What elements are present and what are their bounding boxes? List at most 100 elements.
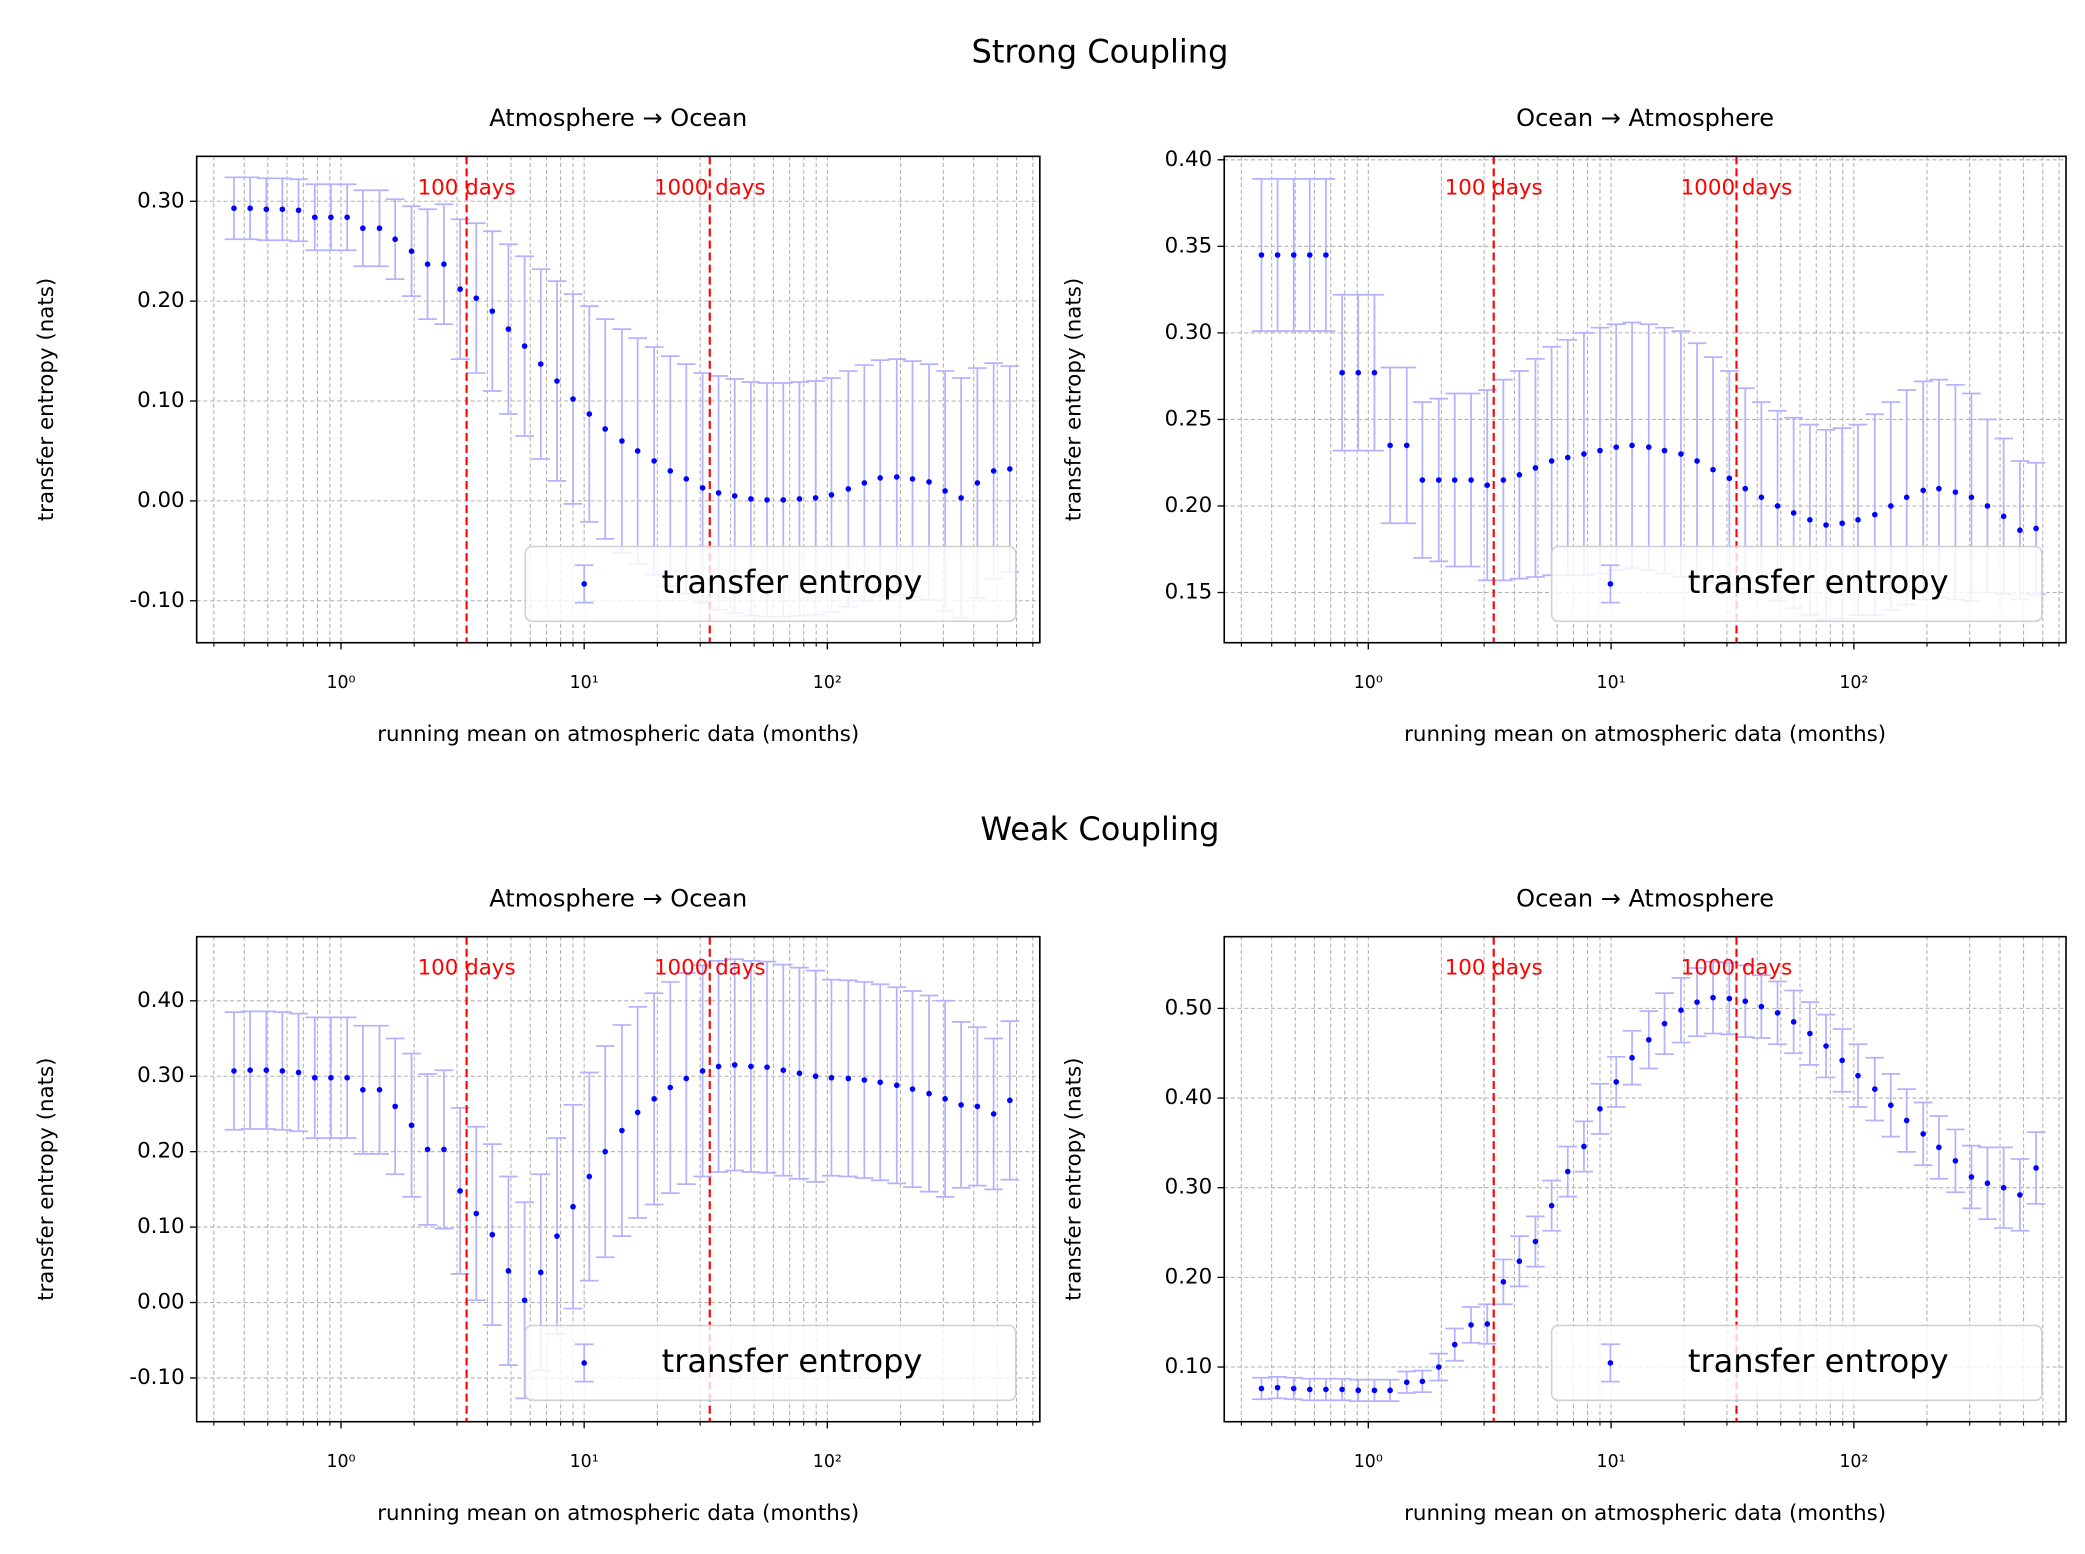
data-point xyxy=(554,1233,560,1239)
data-point xyxy=(764,1064,770,1070)
reference-label: 100 days xyxy=(1445,956,1543,981)
data-point xyxy=(1839,1057,1845,1064)
data-point xyxy=(602,1148,608,1155)
y-tick-label: 0.40 xyxy=(1165,147,1213,172)
data-point xyxy=(1694,458,1700,464)
legend-marker xyxy=(581,581,587,587)
data-point xyxy=(1564,1168,1571,1175)
data-point xyxy=(295,207,302,214)
data-point xyxy=(408,1122,415,1129)
legend-box xyxy=(524,1324,1017,1402)
data-point xyxy=(1581,451,1587,457)
data-point xyxy=(1290,252,1297,258)
data-point xyxy=(1500,477,1507,483)
legend-label: transfer entropy xyxy=(662,1342,923,1380)
data-point xyxy=(1936,1144,1942,1151)
data-point xyxy=(231,1068,237,1074)
data-point xyxy=(780,1067,787,1073)
data-point xyxy=(1339,369,1345,376)
x-tick-label: 10⁰ xyxy=(1354,1452,1383,1472)
data-point xyxy=(1548,458,1555,464)
data-point xyxy=(408,248,415,255)
data-point xyxy=(1007,1097,1013,1104)
data-point xyxy=(845,1075,852,1082)
data-point xyxy=(699,485,706,491)
data-point xyxy=(1532,465,1539,471)
y-tick-label: -0.10 xyxy=(129,588,184,613)
data-point xyxy=(360,225,366,232)
y-tick-label: 0.30 xyxy=(1165,1175,1213,1200)
x-tick-label: 10¹ xyxy=(570,673,599,693)
axes: 10⁰ 10¹ 10² -0.10 0.00 0.10 0.20 0.30 0.40 100 da… xyxy=(34,884,1041,1526)
data-point xyxy=(424,261,431,268)
y-tick-label: 0.15 xyxy=(1165,580,1213,605)
data-point xyxy=(1742,998,1749,1005)
data-point xyxy=(1823,1043,1829,1049)
plot-area xyxy=(224,958,1020,1400)
legend-label: transfer entropy xyxy=(1688,563,1949,601)
data-point xyxy=(828,1074,835,1081)
data-point xyxy=(1790,1019,1797,1025)
data-point xyxy=(942,488,948,494)
data-point xyxy=(942,1096,948,1102)
data-point xyxy=(1903,1117,1910,1124)
data-point xyxy=(1661,447,1668,454)
data-point xyxy=(1807,517,1813,523)
data-point xyxy=(1872,1086,1878,1092)
data-point xyxy=(731,493,738,499)
axes: 10⁰ 10¹ 10² 0.15 0.20 0.25 0.30 0.35 0.40 100 day… xyxy=(1062,104,2067,747)
legend-box xyxy=(1550,545,2043,623)
x-tick-label: 10¹ xyxy=(1597,673,1626,693)
y-tick-label: 0.35 xyxy=(1165,233,1213,258)
axes-title: Atmosphere → Ocean xyxy=(489,884,747,912)
y-tick-label: 0.00 xyxy=(137,1290,185,1315)
data-point xyxy=(1597,1106,1603,1112)
y-tick-label: 0.30 xyxy=(1165,320,1213,345)
data-point xyxy=(263,206,270,213)
data-point xyxy=(2000,1184,2007,1191)
x-tick-label: 10¹ xyxy=(570,1452,599,1472)
data-point xyxy=(295,1069,302,1076)
data-point xyxy=(570,1203,576,1210)
data-point xyxy=(311,1074,318,1081)
data-point xyxy=(1548,1202,1555,1209)
data-point xyxy=(344,1074,350,1081)
data-point xyxy=(2017,527,2023,534)
data-point xyxy=(1774,1010,1781,1016)
data-point xyxy=(521,1297,528,1304)
data-point xyxy=(489,308,496,314)
data-point xyxy=(667,1084,674,1091)
data-point xyxy=(602,426,608,432)
data-point xyxy=(1694,999,1700,1005)
data-point xyxy=(1807,1030,1813,1037)
reference-label: 100 days xyxy=(418,175,516,200)
data-point xyxy=(926,1090,932,1097)
axes-frame xyxy=(1223,935,2067,1423)
data-point xyxy=(893,1082,900,1089)
data-point xyxy=(715,1063,722,1070)
data-point xyxy=(2033,525,2039,532)
y-axis-label: transfer entropy (nats) xyxy=(34,278,59,521)
y-tick-label: 0.30 xyxy=(137,188,185,213)
data-point xyxy=(1984,1180,1991,1187)
data-point xyxy=(1371,369,1378,376)
data-point xyxy=(893,474,900,480)
data-point xyxy=(812,1073,819,1080)
data-point xyxy=(1306,1386,1313,1393)
data-point xyxy=(780,497,787,503)
y-tick-label: 0.40 xyxy=(137,988,185,1013)
data-point xyxy=(505,326,512,332)
data-point xyxy=(796,496,803,502)
data-point xyxy=(1758,1003,1765,1010)
data-point xyxy=(570,396,576,402)
data-point xyxy=(1968,1174,1975,1180)
x-tick-label: 10¹ xyxy=(1597,1452,1626,1472)
reference-label: 1000 days xyxy=(1681,175,1793,200)
data-point xyxy=(796,1070,803,1077)
data-point xyxy=(619,1127,625,1134)
data-point xyxy=(619,438,625,444)
x-tick-label: 10² xyxy=(1839,673,1868,693)
data-point xyxy=(1613,444,1620,450)
y-axis-label: transfer entropy (nats) xyxy=(1062,278,1087,521)
axes: 10⁰ 10¹ 10² -0.10 0.00 0.10 0.20 0.30 100 days 10… xyxy=(34,104,1041,747)
